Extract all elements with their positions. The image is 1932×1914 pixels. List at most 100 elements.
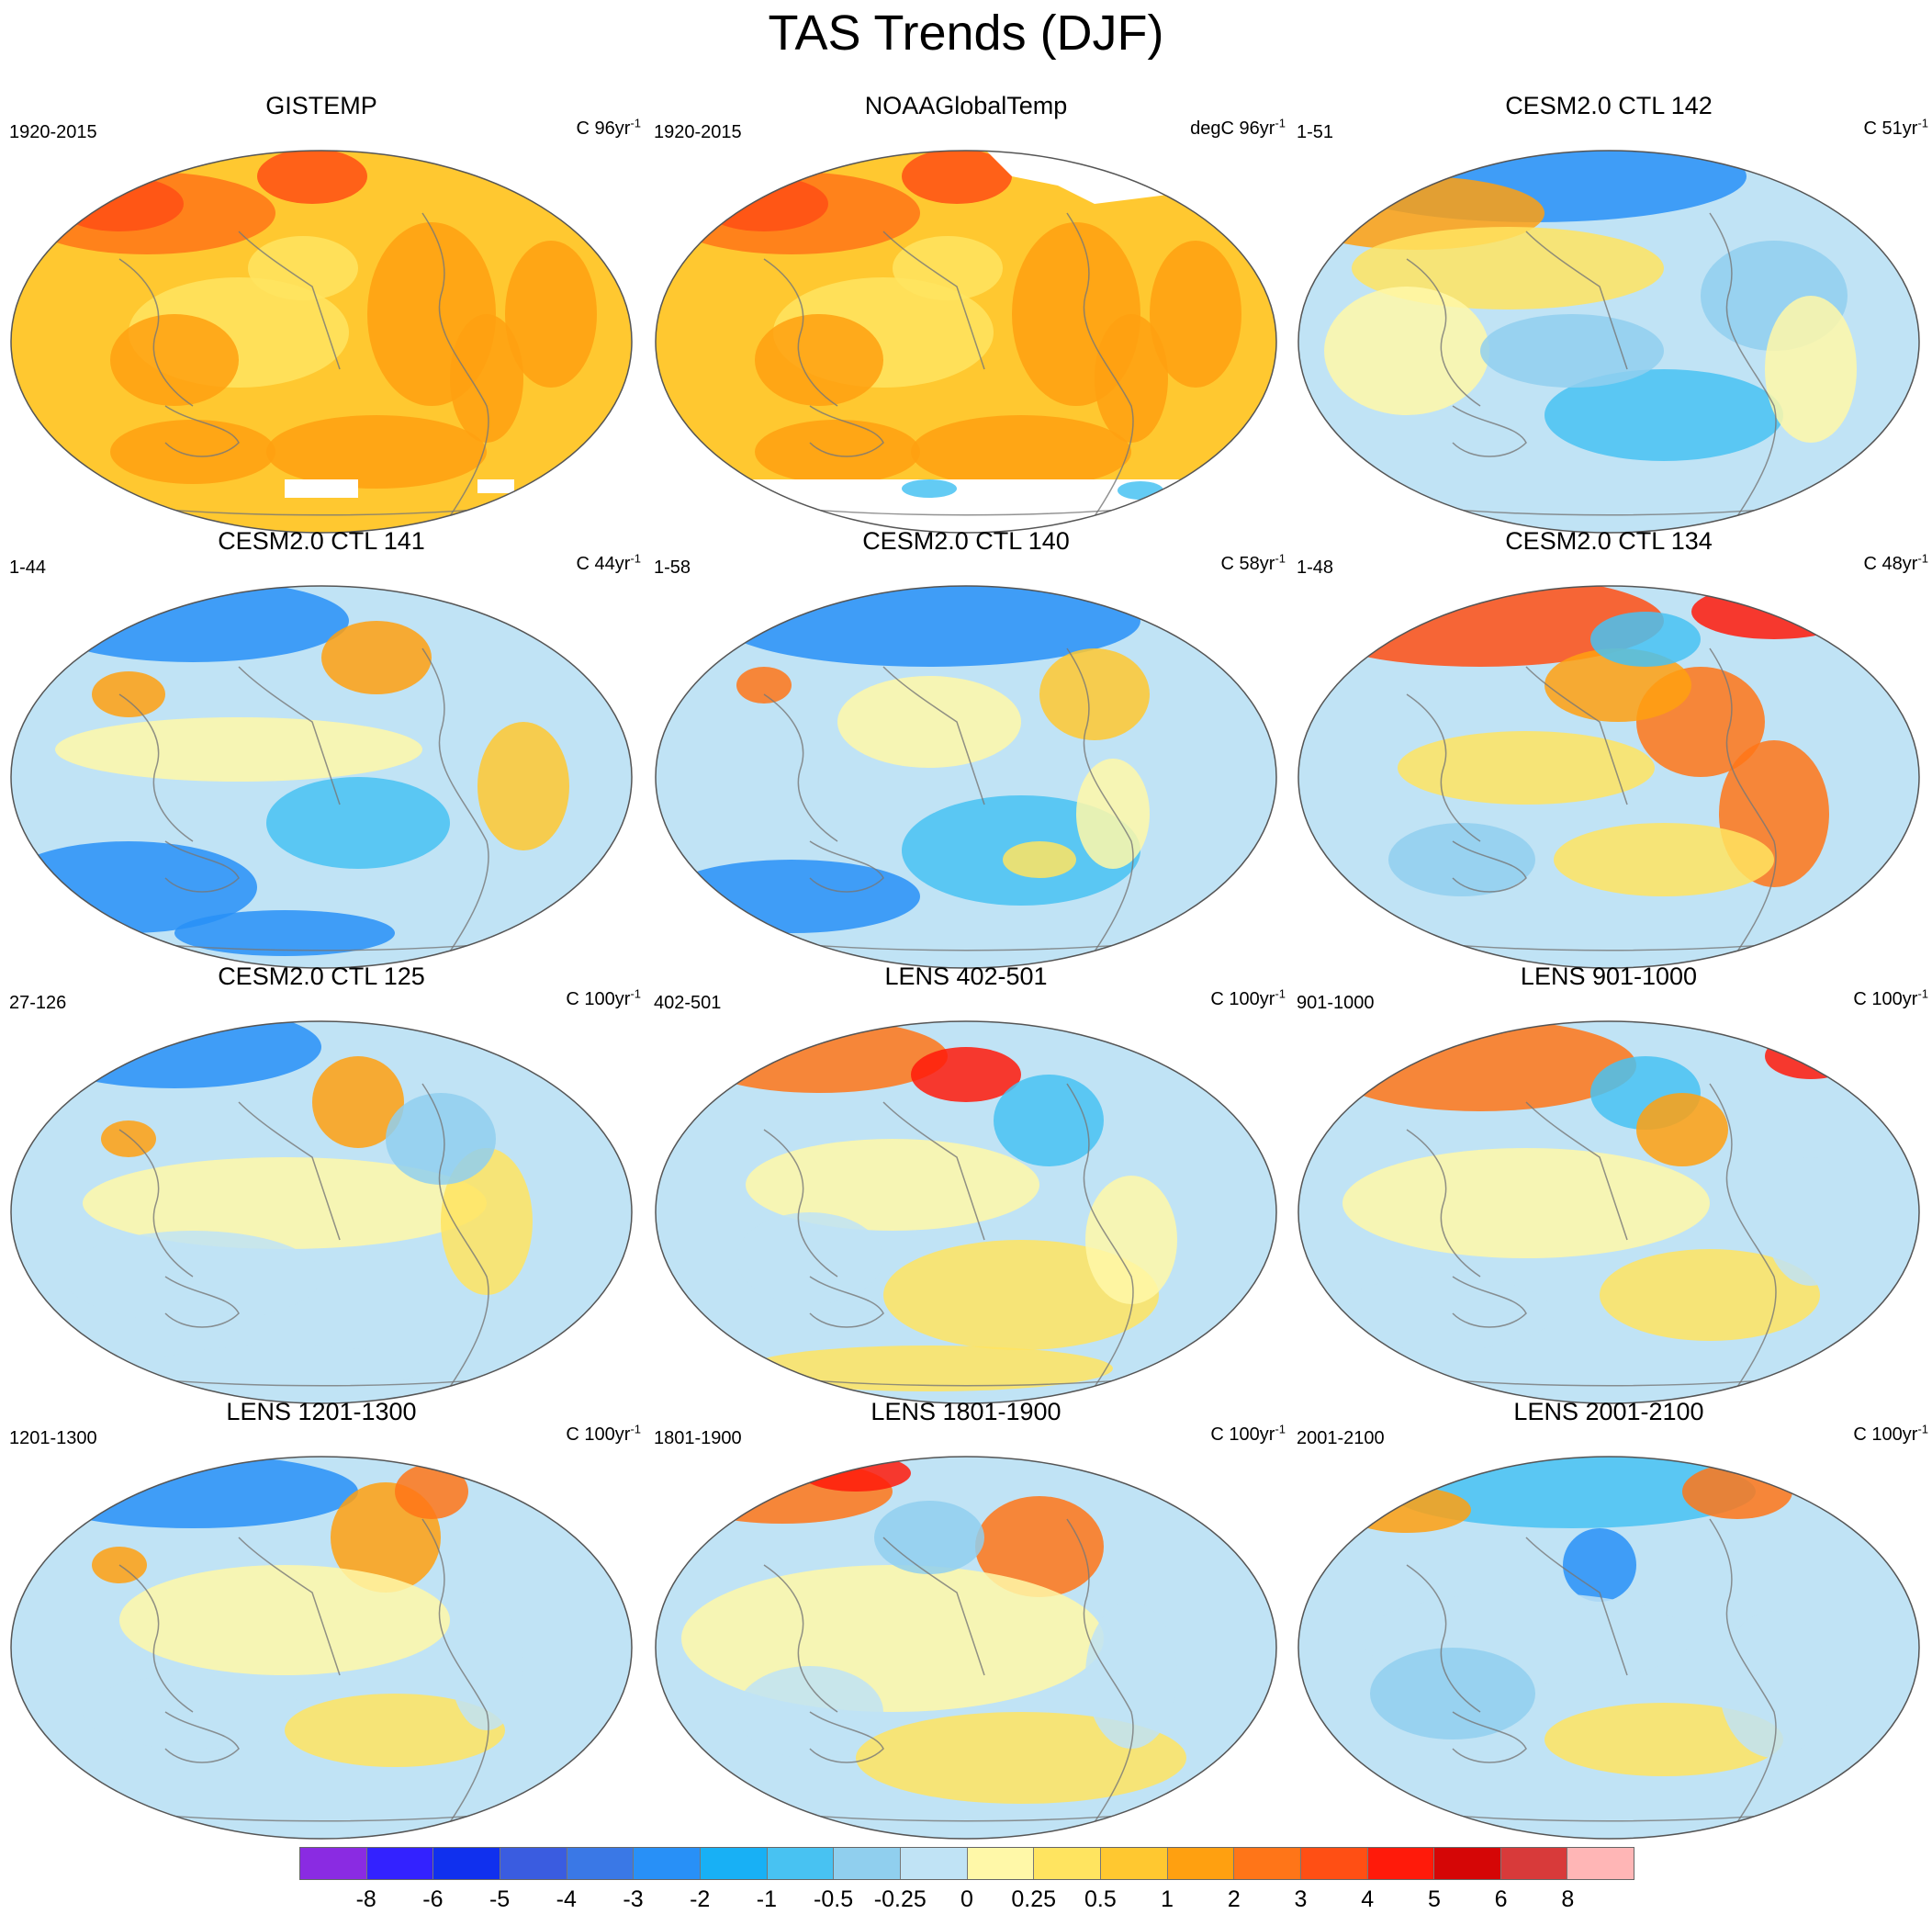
- panel-period: 1920-2015: [654, 122, 742, 142]
- panel-period: 1920-2015: [9, 122, 97, 142]
- panel-title: LENS 901-1000: [1520, 963, 1698, 990]
- map-panel: CESM2.0 CTL 134 1-48 C 48yr-1: [1287, 527, 1930, 969]
- colorbar-box: [1100, 1848, 1168, 1879]
- panel-period: 1201-1300: [9, 1428, 97, 1448]
- map-panel: CESM2.0 CTL 142 1-51 C 51yr-1: [1287, 92, 1930, 534]
- colorbar-label: 3: [1294, 1886, 1308, 1912]
- trend-map: [655, 150, 1277, 534]
- panel-units-text: C 48yr: [1863, 554, 1918, 574]
- panel-units: C 48yr-1: [1863, 551, 1928, 575]
- panel-units-exponent: -1: [1917, 116, 1928, 130]
- panel-units: C 96yr-1: [577, 116, 641, 140]
- colorbar-box: [1167, 1848, 1235, 1879]
- trend-map: [1297, 150, 1920, 534]
- panel-title: CESM2.0 CTL 142: [1505, 92, 1713, 119]
- panel-units-exponent: -1: [630, 1422, 641, 1436]
- panel-units-exponent: -1: [630, 986, 641, 1001]
- trend-map: [10, 1456, 633, 1840]
- panel-units-exponent: -1: [1275, 1422, 1286, 1436]
- colorbar-box: [634, 1848, 701, 1879]
- colorbar-box: [967, 1848, 1035, 1879]
- colorbar-box: [567, 1848, 635, 1879]
- colorbar-box: [433, 1848, 500, 1879]
- panel-units-exponent: -1: [1275, 116, 1286, 130]
- colorbar-box: [900, 1848, 968, 1879]
- colorbar-label: 0: [960, 1886, 973, 1912]
- map-panel: LENS 901-1000 901-1000 C 100yr-1: [1287, 963, 1930, 1404]
- panel-period: 1-48: [1297, 557, 1334, 578]
- panel-title: CESM2.0 CTL 125: [218, 963, 425, 990]
- panel-period: 1-44: [9, 557, 47, 578]
- panel-units: C 58yr-1: [1220, 551, 1286, 575]
- colorbar-label: -0.5: [814, 1886, 854, 1912]
- colorbar-box: [767, 1848, 835, 1879]
- panel-title: CESM2.0 CTL 140: [862, 527, 1070, 555]
- panel-units-text: degC 96yr: [1190, 118, 1275, 139]
- trend-map: [1297, 585, 1920, 969]
- colorbar-label: 0.25: [1011, 1886, 1057, 1912]
- map-panel: NOAAGlobalTemp 1920-2015 degC 96yr-1: [645, 92, 1287, 534]
- colorbar-label: -4: [556, 1886, 577, 1912]
- panel-period: 402-501: [654, 993, 722, 1013]
- panel-period: 1-58: [654, 557, 691, 578]
- panel-units: degC 96yr-1: [1190, 116, 1286, 140]
- colorbar-box: [1367, 1848, 1435, 1879]
- colorbar-label: -0.25: [873, 1886, 927, 1912]
- panel-units: C 100yr-1: [1853, 1422, 1928, 1446]
- trend-map: [655, 585, 1277, 969]
- colorbar-label: 1: [1161, 1886, 1174, 1912]
- colorbar-box: [1567, 1848, 1634, 1879]
- trend-map: [10, 1020, 633, 1404]
- colorbar-label: 8: [1561, 1886, 1575, 1912]
- panel-period: 1-51: [1297, 122, 1334, 142]
- panel-units-exponent: -1: [1917, 1422, 1928, 1436]
- colorbar-box: [500, 1848, 567, 1879]
- panel-units-text: C 100yr: [1853, 1424, 1918, 1445]
- panel-period: 1801-1900: [654, 1428, 742, 1448]
- trend-map: [1297, 1020, 1920, 1404]
- panel-units-text: C 44yr: [576, 554, 631, 574]
- trend-map: [655, 1456, 1277, 1840]
- panel-units-text: C 51yr: [1863, 118, 1918, 139]
- map-panel: LENS 1801-1900 1801-1900 C 100yr-1: [645, 1398, 1287, 1840]
- panel-units-exponent: -1: [1917, 986, 1928, 1001]
- panel-units-text: C 100yr: [1853, 989, 1918, 1009]
- colorbar-label: 2: [1227, 1886, 1241, 1912]
- colorbar-label: 0.5: [1084, 1886, 1117, 1912]
- colorbar-box: [366, 1848, 434, 1879]
- map-panel: CESM2.0 CTL 125 27-126 C 100yr-1: [0, 963, 643, 1404]
- panel-period: 27-126: [9, 993, 67, 1013]
- panel-units-exponent: -1: [1275, 551, 1286, 566]
- map-panel: CESM2.0 CTL 140 1-58 C 58yr-1: [645, 527, 1287, 969]
- colorbar-box: [1434, 1848, 1501, 1879]
- colorbar-label: -6: [422, 1886, 444, 1912]
- panel-units-text: C 100yr: [1210, 1424, 1275, 1445]
- panel-title: LENS 1801-1900: [871, 1398, 1061, 1425]
- colorbar-label: 6: [1494, 1886, 1508, 1912]
- colorbar-label: 5: [1427, 1886, 1441, 1912]
- panel-title: LENS 1201-1300: [226, 1398, 417, 1425]
- map-panel: LENS 2001-2100 2001-2100 C 100yr-1: [1287, 1398, 1930, 1840]
- colorbar-label: -1: [756, 1886, 777, 1912]
- colorbar: [299, 1847, 1634, 1880]
- panel-period: 901-1000: [1297, 993, 1375, 1013]
- colorbar-box: [1500, 1848, 1568, 1879]
- panel-units: C 100yr-1: [1853, 986, 1928, 1010]
- panel-title: CESM2.0 CTL 141: [218, 527, 425, 555]
- panel-units: C 100yr-1: [1210, 1422, 1286, 1446]
- panel-units: C 44yr-1: [576, 552, 641, 575]
- map-panel: GISTEMP 1920-2015 C 96yr-1: [0, 92, 643, 534]
- trend-map: [1297, 1456, 1920, 1840]
- panel-units-exponent: -1: [630, 116, 641, 130]
- colorbar-label: -2: [690, 1886, 711, 1912]
- panel-units-exponent: -1: [1917, 551, 1928, 566]
- panel-title: CESM2.0 CTL 134: [1505, 527, 1713, 555]
- figure-title: TAS Trends (DJF): [768, 6, 1164, 61]
- colorbar-label: -5: [489, 1886, 511, 1912]
- map-panel: LENS 1201-1300 1201-1300 C 100yr-1: [0, 1398, 643, 1840]
- panel-units-text: C 58yr: [1220, 554, 1275, 574]
- colorbar-label: -3: [623, 1886, 644, 1912]
- panel-title: LENS 2001-2100: [1513, 1398, 1704, 1425]
- panel-units-exponent: -1: [1275, 986, 1286, 1001]
- panel-units: C 100yr-1: [566, 986, 641, 1010]
